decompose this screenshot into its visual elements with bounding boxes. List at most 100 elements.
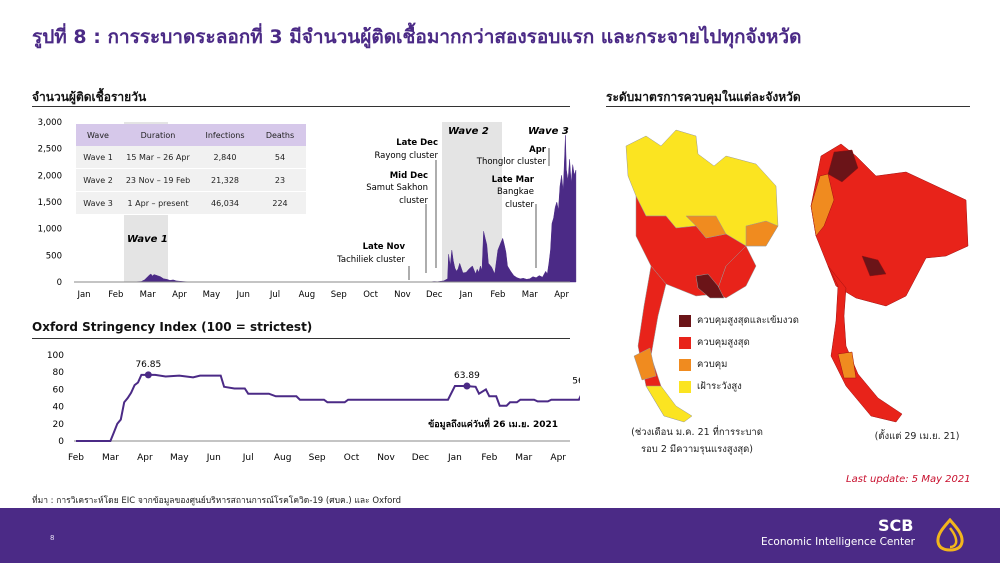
- x-tick-label: Apr: [137, 453, 153, 463]
- map-right-main: [810, 143, 969, 307]
- heading-rule: [32, 106, 570, 107]
- legend-label: เฝ้าระวังสูง: [697, 381, 742, 392]
- legend-swatch: [679, 358, 691, 371]
- x-tick-label: Nov: [377, 453, 395, 463]
- y-tick-label: 2,000: [38, 171, 62, 181]
- cell-deaths: 23: [254, 168, 306, 192]
- cell-wave: Wave 1: [76, 146, 120, 169]
- stringency-chart: 0 20 40 60 80 100 Feb Mar Apr May Jun Jul Aug Sep Oct…: [47, 351, 580, 463]
- header-duration: Duration: [120, 124, 196, 146]
- wave-table-header: Wave Duration Infections Deaths: [76, 124, 306, 146]
- header-infections: Infections: [196, 124, 254, 146]
- wave2-label: Wave 2: [448, 126, 489, 137]
- late-mar-place: Bangkae: [497, 187, 534, 197]
- source-note: ที่มา : การวิเคราะห์โดย EIC จากข้อมูลของ…: [32, 496, 402, 506]
- map-current: [810, 143, 969, 423]
- osi-last-label: 56.5: [572, 376, 580, 386]
- y-tick-label: 0: [57, 278, 62, 288]
- y-tick-label: 80: [53, 368, 65, 378]
- footer-bar: 8 SCB Economic Intelligence Center: [0, 508, 1000, 563]
- daily-cases-heading: จำนวนผู้ติดเชื้อรายวัน: [32, 90, 147, 104]
- table-row: Wave 3 1 Apr – present 46,034 224: [76, 191, 306, 215]
- map-left-east: [715, 245, 757, 299]
- legend-item: ควบคุมสูงสุดและเข้มงวด: [679, 313, 799, 328]
- cell-wave: Wave 2: [76, 168, 120, 192]
- x-tick-label: Feb: [108, 290, 123, 300]
- y-tick-label: 40: [53, 403, 65, 413]
- x-tick-label: Nov: [394, 290, 411, 300]
- osi-peak-marker: [144, 371, 152, 379]
- late-nov-label: Late Nov: [363, 242, 406, 252]
- map-note-left-line2: รอบ 2 มีความรุนแรงสูงสุด): [640, 444, 754, 455]
- late-dec-label: Late Dec: [396, 138, 438, 148]
- x-tick-label: Mar: [522, 290, 539, 300]
- y-tick-label: 0: [58, 437, 64, 447]
- map-heading-rule: [606, 106, 970, 107]
- brand-subtitle: Economic Intelligence Center: [761, 536, 915, 548]
- x-tick-label: Mar: [515, 453, 532, 463]
- osi-note: ข้อมูลถึงแค่วันที่ 26 เม.ย. 2021: [428, 417, 558, 430]
- map-right-dark-central: [861, 255, 887, 277]
- wave1-label: Wave 1: [127, 234, 168, 245]
- x-tick-label: Apr: [550, 453, 566, 463]
- legend-swatch: [679, 314, 691, 327]
- x-tick-label: Jul: [242, 453, 254, 463]
- last-update: Last update: 5 May 2021: [846, 474, 971, 485]
- cell-infections: 2,840: [196, 146, 254, 169]
- x-tick-label: Feb: [481, 453, 497, 463]
- osi-heading-rule: [32, 338, 570, 339]
- x-tick-label: Sep: [309, 453, 326, 463]
- map-left-far-south: [645, 385, 693, 423]
- header-wave: Wave: [76, 124, 120, 146]
- x-tick-label: Apr: [554, 290, 569, 300]
- map-right-orange-north: [810, 173, 835, 237]
- x-tick-label: Jan: [76, 290, 90, 300]
- y-tick-label: 20: [53, 420, 65, 430]
- legend-label: ควบคุมสูงสุดและเข้มงวด: [697, 315, 799, 326]
- table-row: Wave 1 15 Mar – 26 Apr 2,840 54: [76, 146, 306, 169]
- map-left-south-orange: [633, 347, 657, 381]
- apr-cluster: Thonglor cluster: [476, 157, 547, 167]
- x-tick-label: Jan: [459, 290, 473, 300]
- wave3-label: Wave 3: [528, 126, 569, 137]
- x-tick-label: Oct: [344, 453, 360, 463]
- x-tick-label: May: [170, 453, 189, 463]
- y-tick-label: 2,500: [38, 145, 62, 155]
- map-left-central: [685, 215, 779, 247]
- legend-item: ควบคุม: [679, 357, 727, 372]
- y-tick-label: 3,000: [38, 118, 62, 128]
- x-tick-label: Jan: [447, 453, 462, 463]
- mid-dec-cluster: cluster: [399, 196, 428, 206]
- header-deaths: Deaths: [254, 124, 306, 146]
- x-tick-label: Oct: [363, 290, 378, 300]
- map-left-darkzone: [695, 273, 725, 299]
- cases-area-series: [84, 135, 577, 283]
- late-nov-cluster: Tachiliek cluster: [336, 255, 405, 265]
- map-note-right: (ตั้งแต่ 29 เม.ย. 21): [874, 431, 960, 442]
- map-note-left-line1: (ช่วงเดือน ม.ค. 21 ที่การระบาด: [631, 427, 763, 438]
- mid-dec-place: Samut Sakhon: [366, 183, 428, 193]
- cell-duration: 15 Mar – 26 Apr: [120, 146, 196, 169]
- x-tick-label: Sep: [331, 290, 347, 300]
- x-tick-label: Aug: [274, 453, 292, 463]
- apr-label: Apr: [529, 145, 547, 155]
- cell-deaths: 54: [254, 146, 306, 169]
- map-heading: ระดับมาตรการควบคุมในแต่ละจังหวัด: [606, 90, 801, 104]
- x-tick-label: Feb: [490, 290, 505, 300]
- x-tick-label: Mar: [102, 453, 119, 463]
- table-row: Wave 2 23 Nov – 19 Feb 21,328 23: [76, 168, 306, 192]
- late-dec-cluster: Rayong cluster: [374, 151, 438, 161]
- y-tick-label: 1,500: [38, 198, 62, 208]
- late-mar-label: Late Mar: [492, 175, 535, 185]
- osi-dec-label: 63.89: [454, 371, 480, 381]
- scb-logo-icon: [936, 518, 964, 552]
- legend-item: ควบคุมสูงสุด: [679, 335, 750, 350]
- x-tick-label: Jul: [269, 290, 280, 300]
- osi-peak-label: 76.85: [135, 360, 161, 370]
- mid-dec-label: Mid Dec: [390, 171, 428, 181]
- x-tick-label: Feb: [68, 453, 84, 463]
- osi-dec-marker: [463, 382, 471, 390]
- osi-line-series: [76, 373, 580, 442]
- cell-deaths: 224: [254, 191, 306, 215]
- x-tick-label: Dec: [412, 453, 429, 463]
